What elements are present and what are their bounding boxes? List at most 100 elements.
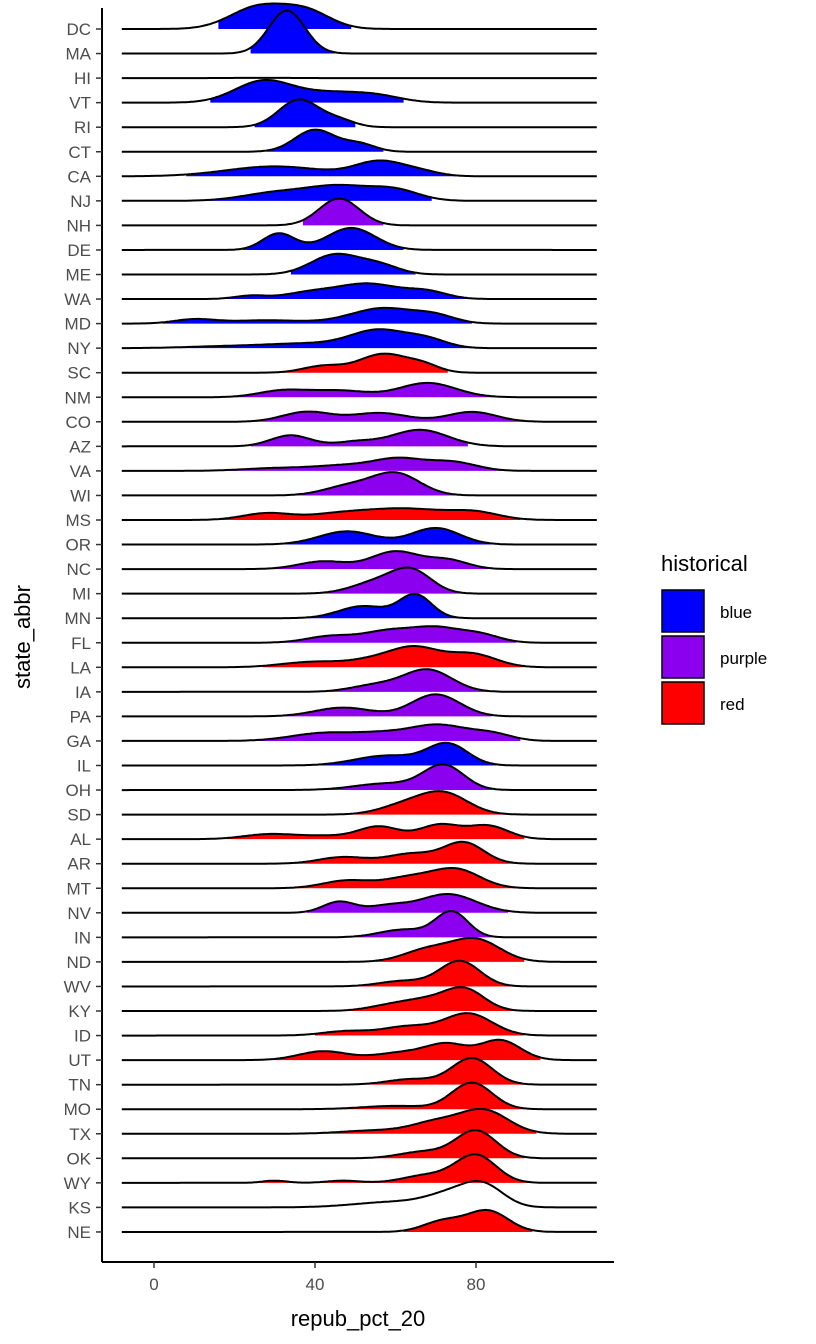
- ridge-outline-co: [121, 410, 597, 423]
- x-axis-ticks: 0 40 80: [149, 1262, 485, 1294]
- ridge-me: [121, 252, 597, 276]
- y-tick-label-il: IL: [77, 757, 91, 776]
- ridge-outline-dc: [121, 2, 597, 30]
- y-axis-title: state_abbr: [10, 585, 35, 689]
- y-tick-label-sc: SC: [67, 364, 91, 383]
- ridge-fill-md: [162, 307, 472, 324]
- ridge-fill-nv: [306, 894, 509, 913]
- ridge-fill-mt: [282, 868, 517, 889]
- ridge-ct: [121, 128, 597, 153]
- ridge-fill-ma: [250, 10, 336, 54]
- ridge-nd: [121, 937, 597, 963]
- ridge-nv: [121, 893, 597, 914]
- y-tick-label-nm: NM: [65, 388, 91, 407]
- y-tick-label-dc: DC: [66, 20, 91, 39]
- ridge-wv: [121, 959, 597, 988]
- y-tick-label-ms: MS: [66, 511, 92, 530]
- ridge-oh: [121, 763, 597, 792]
- ridge-fill-ok: [355, 1130, 525, 1159]
- ridge-outline-az: [121, 428, 597, 448]
- y-tick-label-me: ME: [66, 266, 92, 285]
- ridge-outline-ny: [121, 328, 597, 350]
- y-tick-label-ri: RI: [74, 118, 91, 137]
- ridge-in: [121, 910, 597, 939]
- y-tick-label-md: MD: [65, 315, 91, 334]
- y-tick-label-ma: MA: [66, 45, 92, 64]
- ridge-mn: [121, 592, 597, 620]
- ridge-outline-or: [121, 527, 597, 546]
- ridge-wy: [121, 1153, 597, 1184]
- ridge-fill-ky: [323, 987, 525, 1011]
- legend-key-blue: [661, 589, 705, 633]
- ridge-outline-ok: [121, 1129, 597, 1160]
- ridge-la: [121, 645, 597, 669]
- y-tick-label-mt: MT: [66, 879, 91, 898]
- ridge-fill-ia: [327, 669, 493, 692]
- ridge-outline-ia: [121, 668, 597, 693]
- y-tick-label-oh: OH: [66, 781, 92, 800]
- ridge-fill-tn: [355, 1058, 525, 1085]
- y-tick-label-wi: WI: [70, 486, 91, 505]
- ridge-outline-wy: [121, 1153, 597, 1184]
- ridge-pa: [121, 693, 597, 718]
- ridge-outline-me: [121, 252, 597, 276]
- ridge-mi: [121, 566, 597, 595]
- ridge-ne: [121, 1208, 597, 1233]
- x-tick-label: 40: [306, 1275, 325, 1294]
- y-tick-label-de: DE: [67, 241, 91, 260]
- ridge-outline-mn: [121, 592, 597, 620]
- ridge-outline-id: [121, 1012, 597, 1037]
- ridge-fill-ar: [294, 841, 517, 864]
- ridge-fill-ca: [186, 160, 456, 177]
- ridge-outline-nc: [121, 550, 597, 571]
- y-tick-label-az: AZ: [69, 437, 91, 456]
- ridge-fill-wy: [258, 1154, 533, 1183]
- ridge-outline-vt: [121, 78, 597, 104]
- ridge-outline-ri: [121, 98, 597, 129]
- ridge-vt: [121, 78, 597, 104]
- ridge-fl: [121, 625, 597, 644]
- legend-title: historical: [661, 551, 748, 576]
- x-axis-title: repub_pct_20: [291, 1306, 426, 1331]
- ridge-va: [121, 456, 597, 472]
- ridge-fill-ut: [274, 1039, 541, 1061]
- ridge-fill-sc: [282, 353, 448, 373]
- y-tick-label-ia: IA: [75, 683, 92, 702]
- ridge-outline-ma: [121, 9, 597, 55]
- ridge-outline-ar: [121, 840, 597, 865]
- ridge-fill-fl: [274, 626, 517, 643]
- ridge-outline-tn: [121, 1057, 597, 1086]
- ridge-id: [121, 1012, 597, 1037]
- x-tick-label: 0: [149, 1275, 158, 1294]
- y-tick-label-ne: NE: [67, 1223, 91, 1242]
- ridge-outline-ky: [121, 986, 597, 1012]
- ridge-fill-wv: [347, 960, 525, 987]
- ridge-outline-ut: [121, 1038, 597, 1062]
- y-tick-label-va: VA: [70, 462, 92, 481]
- ridge-fill-nc: [266, 551, 489, 570]
- ridge-or: [121, 527, 597, 546]
- ridge-outline-ca: [121, 159, 597, 178]
- y-tick-label-ks: KS: [68, 1198, 91, 1217]
- ridge-outline-ga: [121, 723, 597, 742]
- y-tick-label-mn: MN: [65, 609, 91, 628]
- y-tick-label-in: IN: [74, 928, 91, 947]
- y-tick-label-id: ID: [74, 1027, 91, 1046]
- ridge-fill-ri: [254, 99, 356, 128]
- ridge-fill-mi: [323, 567, 476, 594]
- ridge-outline-ms: [121, 507, 597, 521]
- y-tick-label-al: AL: [70, 830, 91, 849]
- ridge-outline-wa: [121, 282, 597, 300]
- legend: historical blue purple red: [661, 551, 767, 725]
- ridge-fill-nh: [302, 198, 384, 226]
- y-tick-label-nd: ND: [66, 953, 91, 972]
- ridge-fill-nm: [194, 382, 497, 398]
- ridge-mo: [121, 1081, 597, 1111]
- ridge-fill-sd: [355, 791, 517, 815]
- ridge-outline-mi: [121, 566, 597, 595]
- y-tick-label-hi: HI: [74, 69, 91, 88]
- ridge-az: [121, 428, 597, 448]
- y-tick-label-mo: MO: [64, 1100, 91, 1119]
- ridge-fill-mo: [315, 1082, 525, 1110]
